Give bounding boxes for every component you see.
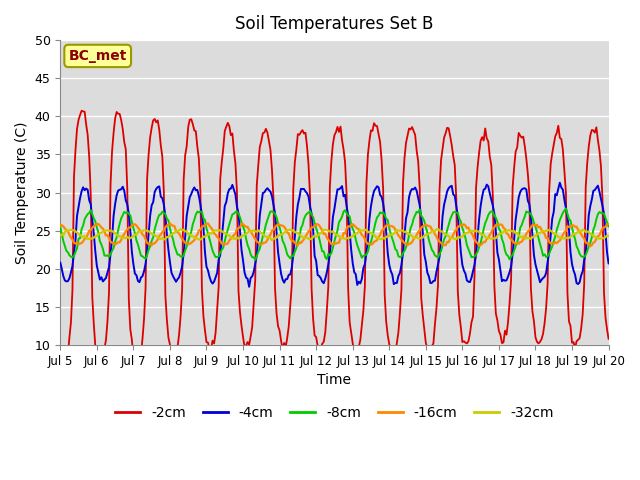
-4cm (370, 188, 378, 194)
-2cm (541, 320, 548, 326)
-16cm (370, 239, 378, 245)
-2cm (95, 363, 102, 369)
-8cm (159, 209, 166, 215)
-16cm (204, 221, 212, 227)
-32cm (401, 229, 408, 235)
-2cm (77, 108, 85, 114)
-4cm (72, 237, 79, 242)
-16cm (540, 229, 547, 235)
-16cm (388, 223, 396, 229)
-16cm (401, 240, 408, 246)
-16cm (159, 229, 166, 235)
-4cm (388, 272, 396, 277)
Legend: -2cm, -4cm, -8cm, -16cm, -32cm: -2cm, -4cm, -8cm, -16cm, -32cm (109, 401, 559, 426)
-8cm (370, 227, 378, 232)
-16cm (56, 222, 64, 228)
Y-axis label: Soil Temperature (C): Soil Temperature (C) (15, 121, 29, 264)
Line: -2cm: -2cm (60, 111, 609, 366)
-4cm (401, 234, 408, 240)
X-axis label: Time: Time (317, 373, 351, 387)
-8cm (562, 205, 570, 211)
-8cm (540, 253, 547, 259)
-2cm (402, 140, 410, 146)
Line: -8cm: -8cm (60, 208, 609, 260)
Text: BC_met: BC_met (68, 49, 127, 63)
-2cm (390, 350, 397, 356)
-4cm (605, 261, 612, 266)
-8cm (388, 236, 396, 242)
-8cm (252, 257, 259, 263)
-2cm (372, 123, 380, 129)
-8cm (56, 224, 64, 230)
-32cm (434, 226, 442, 232)
-32cm (605, 233, 612, 239)
-4cm (56, 260, 64, 265)
-32cm (370, 232, 378, 238)
-32cm (388, 232, 396, 238)
-4cm (540, 275, 547, 281)
-4cm (159, 195, 166, 201)
-2cm (72, 147, 79, 153)
-32cm (159, 235, 166, 241)
-32cm (268, 237, 276, 243)
-2cm (161, 293, 169, 299)
Title: Soil Temperatures Set B: Soil Temperatures Set B (236, 15, 434, 33)
-32cm (56, 233, 64, 239)
-8cm (72, 249, 79, 255)
-2cm (605, 336, 612, 342)
-4cm (245, 284, 253, 289)
Line: -32cm: -32cm (60, 229, 609, 240)
Line: -4cm: -4cm (60, 183, 609, 287)
-16cm (72, 241, 79, 247)
-4cm (556, 180, 564, 186)
-8cm (401, 248, 408, 254)
-32cm (541, 228, 548, 234)
Line: -16cm: -16cm (60, 224, 609, 246)
-16cm (605, 221, 612, 227)
-16cm (586, 243, 594, 249)
-8cm (605, 224, 612, 229)
-32cm (72, 228, 79, 234)
-2cm (56, 346, 64, 351)
